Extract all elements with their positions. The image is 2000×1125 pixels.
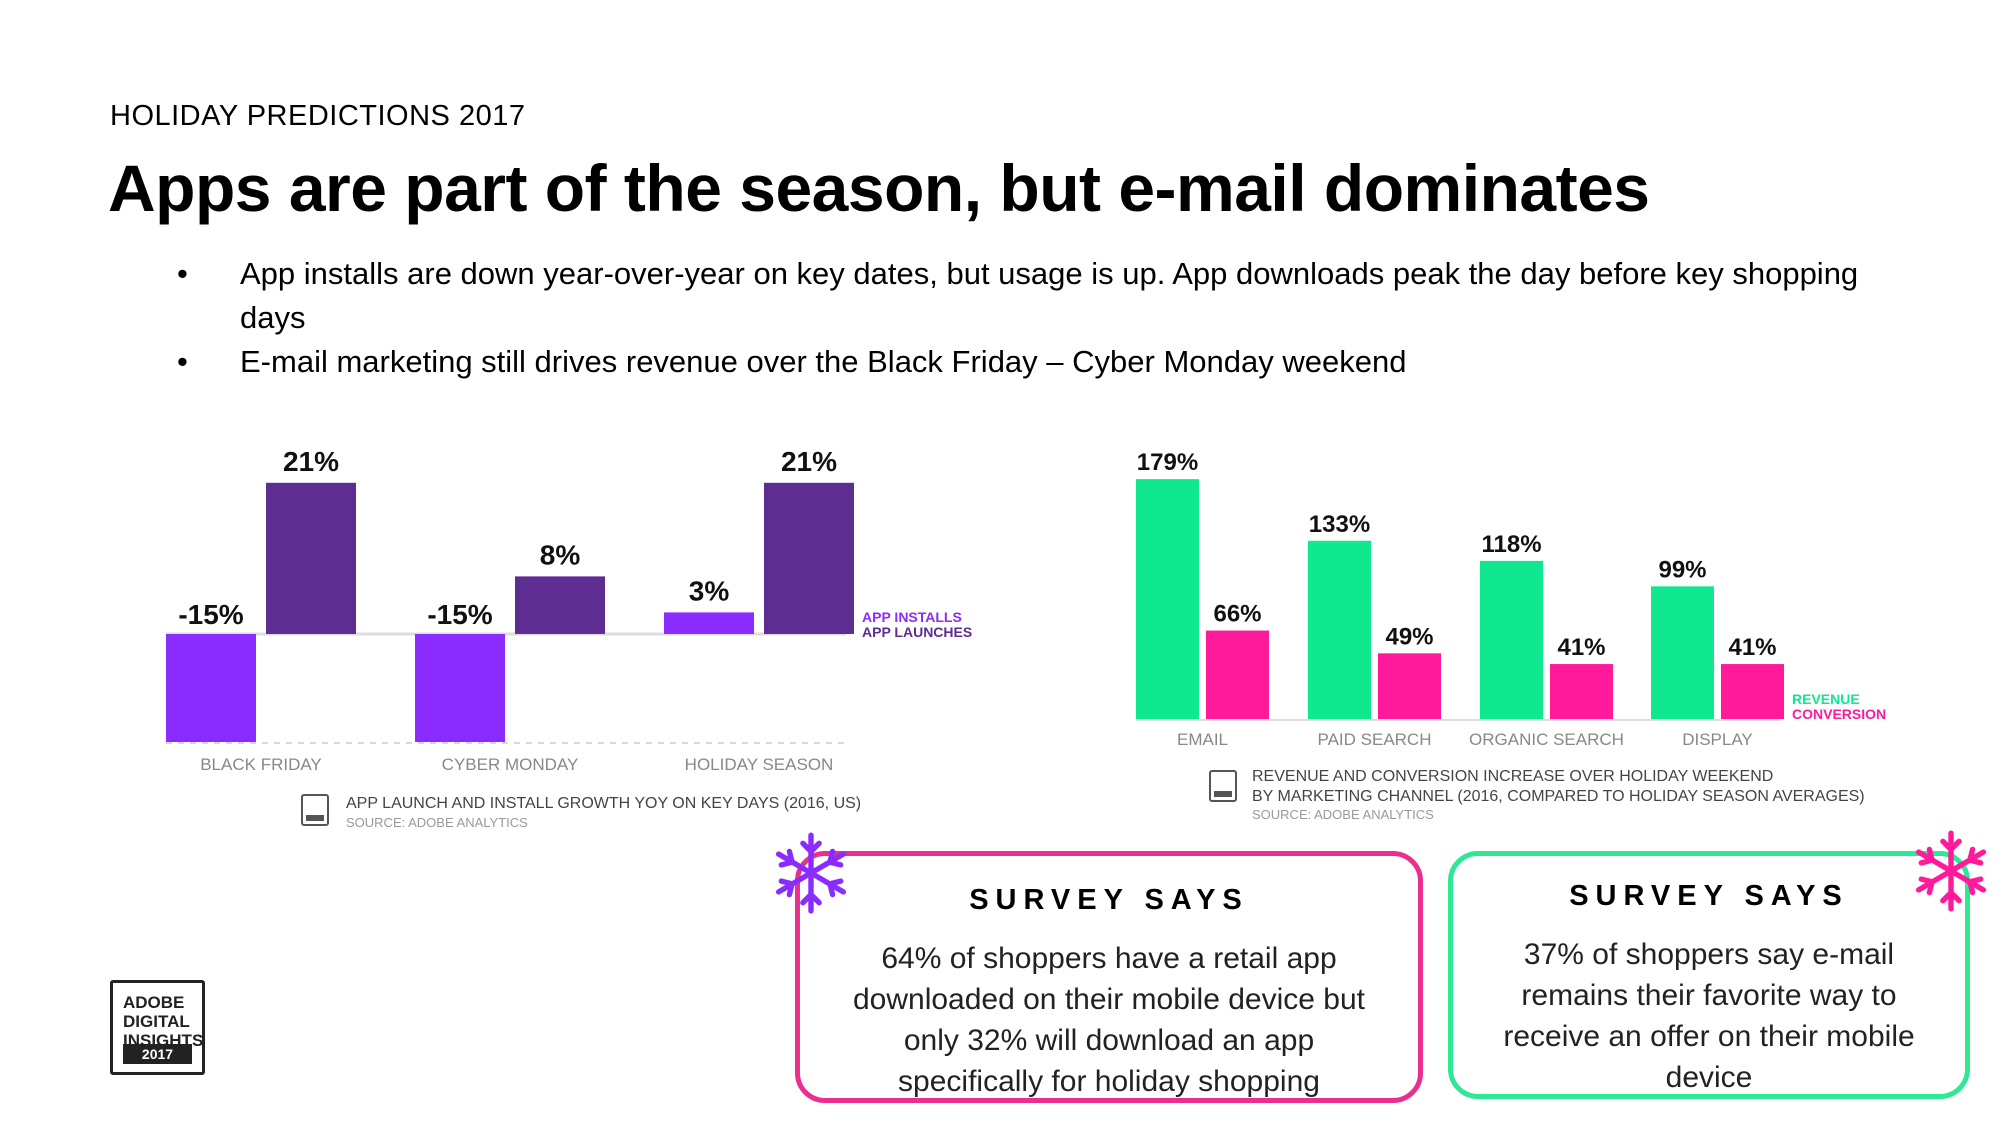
- bar-revenue: [1308, 540, 1371, 719]
- data-label: 49%: [1385, 623, 1433, 650]
- channel-chart-title: REVENUE AND CONVERSION INCREASE OVER HOL…: [1252, 768, 1773, 785]
- bar-app-installs: [166, 634, 256, 742]
- bar-revenue: [1136, 479, 1199, 719]
- logo-text: ADOBE DIGITAL INSIGHTS: [123, 993, 204, 1050]
- legend-entry: REVENUE: [1792, 691, 1860, 707]
- app-chart-title: APP LAUNCH AND INSTALL GROWTH YOY ON KEY…: [346, 795, 861, 812]
- bar-app-launches: [266, 482, 356, 634]
- data-label: 21%: [283, 446, 339, 477]
- bar-app-installs: [664, 612, 754, 634]
- data-label: 179%: [1137, 449, 1198, 476]
- channel-revenue-chart: 179% 66% EMAIL 133% 49% PAID SEARCH 118% 41% ORG…: [1136, 449, 1886, 749]
- app-growth-chart: -15% 21% BLACK FRIDAY -15% 8% CYBER MONDAY 3% 2…: [166, 446, 972, 774]
- survey-text: 37% of shoppers say e-mail remains their…: [1503, 938, 1915, 1094]
- category-label: BLACK FRIDAY: [200, 755, 322, 774]
- bullet-item: App installs are down year-over-year on …: [172, 252, 1872, 340]
- survey-heading: SURVEY SAYS: [1569, 880, 1849, 912]
- category-label: DISPLAY: [1682, 730, 1753, 749]
- channel-chart-title-line2: BY MARKETING CHANNEL (2016, COMPARED TO …: [1252, 788, 1865, 805]
- legend-entry: APP INSTALLS: [862, 609, 962, 625]
- category-label: PAID SEARCH: [1318, 730, 1432, 749]
- data-label: 3%: [689, 575, 730, 606]
- bullet-item: E-mail marketing still drives revenue ov…: [172, 340, 1872, 384]
- survey-callout-apps: SURVEY SAYS 64% of shoppers have a retai…: [795, 851, 1423, 1103]
- page-kicker: HOLIDAY PREDICTIONS 2017: [110, 100, 526, 132]
- adobe-source-icon: [1209, 770, 1237, 802]
- bar-revenue: [1651, 586, 1714, 719]
- category-label: ORGANIC SEARCH: [1469, 730, 1624, 749]
- category-label: EMAIL: [1177, 730, 1228, 749]
- category-label: HOLIDAY SEASON: [685, 755, 834, 774]
- bar-conversion: [1206, 630, 1269, 719]
- data-label: 99%: [1658, 556, 1706, 583]
- bullet-list: App installs are down year-over-year on …: [172, 252, 1872, 384]
- snowflake-icon: [775, 832, 847, 914]
- data-label: 8%: [540, 539, 581, 570]
- app-chart-caption: APP LAUNCH AND INSTALL GROWTH YOY ON KEY…: [346, 795, 861, 830]
- data-label: 133%: [1309, 511, 1370, 538]
- data-label: 41%: [1728, 634, 1776, 661]
- data-label: 118%: [1481, 531, 1541, 558]
- data-label: 21%: [781, 446, 837, 477]
- channel-chart-caption: REVENUE AND CONVERSION INCREASE OVER HOL…: [1252, 768, 1865, 822]
- logo-year: 2017: [123, 1044, 192, 1064]
- bar-app-launches: [515, 576, 605, 634]
- survey-text: 64% of shoppers have a retail app downlo…: [852, 942, 1365, 1098]
- snowflake-icon: [1915, 830, 1987, 912]
- data-label: 66%: [1213, 601, 1261, 628]
- bar-conversion: [1378, 653, 1441, 719]
- legend-entry: CONVERSION: [1792, 706, 1886, 722]
- bar-conversion: [1721, 664, 1784, 719]
- category-label: CYBER MONDAY: [442, 755, 579, 774]
- legend-entry: APP LAUNCHES: [862, 624, 972, 640]
- page-title: Apps are part of the season, but e-mail …: [108, 151, 1650, 225]
- bar-conversion: [1550, 664, 1613, 719]
- data-label: 41%: [1557, 634, 1605, 661]
- app-chart-source: SOURCE: ADOBE ANALYTICS: [346, 815, 528, 830]
- adobe-source-icon: [301, 794, 329, 826]
- channel-chart-source: SOURCE: ADOBE ANALYTICS: [1252, 807, 1434, 822]
- survey-heading: SURVEY SAYS: [969, 884, 1249, 916]
- data-label: -15%: [178, 599, 243, 630]
- bar-app-launches: [764, 482, 854, 634]
- bar-revenue: [1480, 560, 1543, 719]
- bar-app-installs: [415, 634, 505, 742]
- adobe-digital-insights-logo: ADOBE DIGITAL INSIGHTS 2017: [110, 980, 205, 1075]
- survey-callout-email: SURVEY SAYS 37% of shoppers say e-mail r…: [1448, 851, 1970, 1099]
- data-label: -15%: [427, 599, 492, 630]
